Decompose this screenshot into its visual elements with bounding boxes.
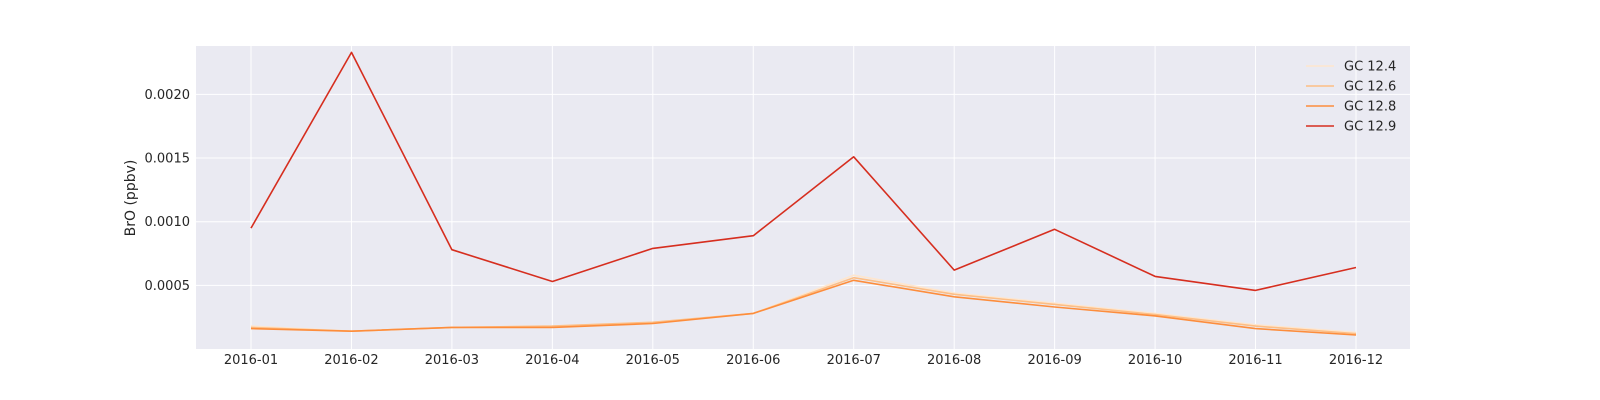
y-tick-label: 0.0015 <box>145 152 191 167</box>
x-tick-label: 2016-05 <box>626 353 680 368</box>
legend-label: GC 12.8 <box>1344 100 1396 115</box>
x-tick-label: 2016-11 <box>1228 353 1282 368</box>
legend-label: GC 12.6 <box>1344 80 1396 95</box>
x-tick-label: 2016-01 <box>224 353 278 368</box>
series-line-gc-12-9 <box>250 51 1357 292</box>
x-tick-label: 2016-08 <box>927 353 981 368</box>
x-tick-label: 2016-09 <box>1027 353 1081 368</box>
legend: GC 12.4 GC 12.6 GC 12.8 GC 12.9 <box>1306 60 1396 135</box>
x-axis-ticks: 2016-01 2016-02 2016-03 2016-04 2016-05 2016-… <box>224 353 1383 368</box>
series-line-gc-12-8 <box>250 279 1357 336</box>
series-layer <box>250 51 1357 336</box>
y-tick-label: 0.0005 <box>145 279 191 294</box>
y-tick-label: 0.0020 <box>145 88 191 103</box>
x-tick-label: 2016-04 <box>525 353 579 368</box>
x-tick-label: 2016-12 <box>1329 353 1383 368</box>
x-tick-label: 2016-06 <box>726 353 780 368</box>
x-tick-label: 2016-02 <box>324 353 378 368</box>
y-axis-ticks: 0.0005 0.0010 0.0015 0.0020 <box>145 88 191 294</box>
legend-label: GC 12.4 <box>1344 60 1396 75</box>
x-tick-label: 2016-10 <box>1128 353 1182 368</box>
y-tick-label: 0.0010 <box>145 215 191 230</box>
legend-label: GC 12.9 <box>1344 120 1396 135</box>
y-axis-label: BrO (ppbv) <box>123 160 139 237</box>
x-tick-label: 2016-03 <box>425 353 479 368</box>
grid <box>196 46 1410 349</box>
x-tick-label: 2016-07 <box>827 353 881 368</box>
